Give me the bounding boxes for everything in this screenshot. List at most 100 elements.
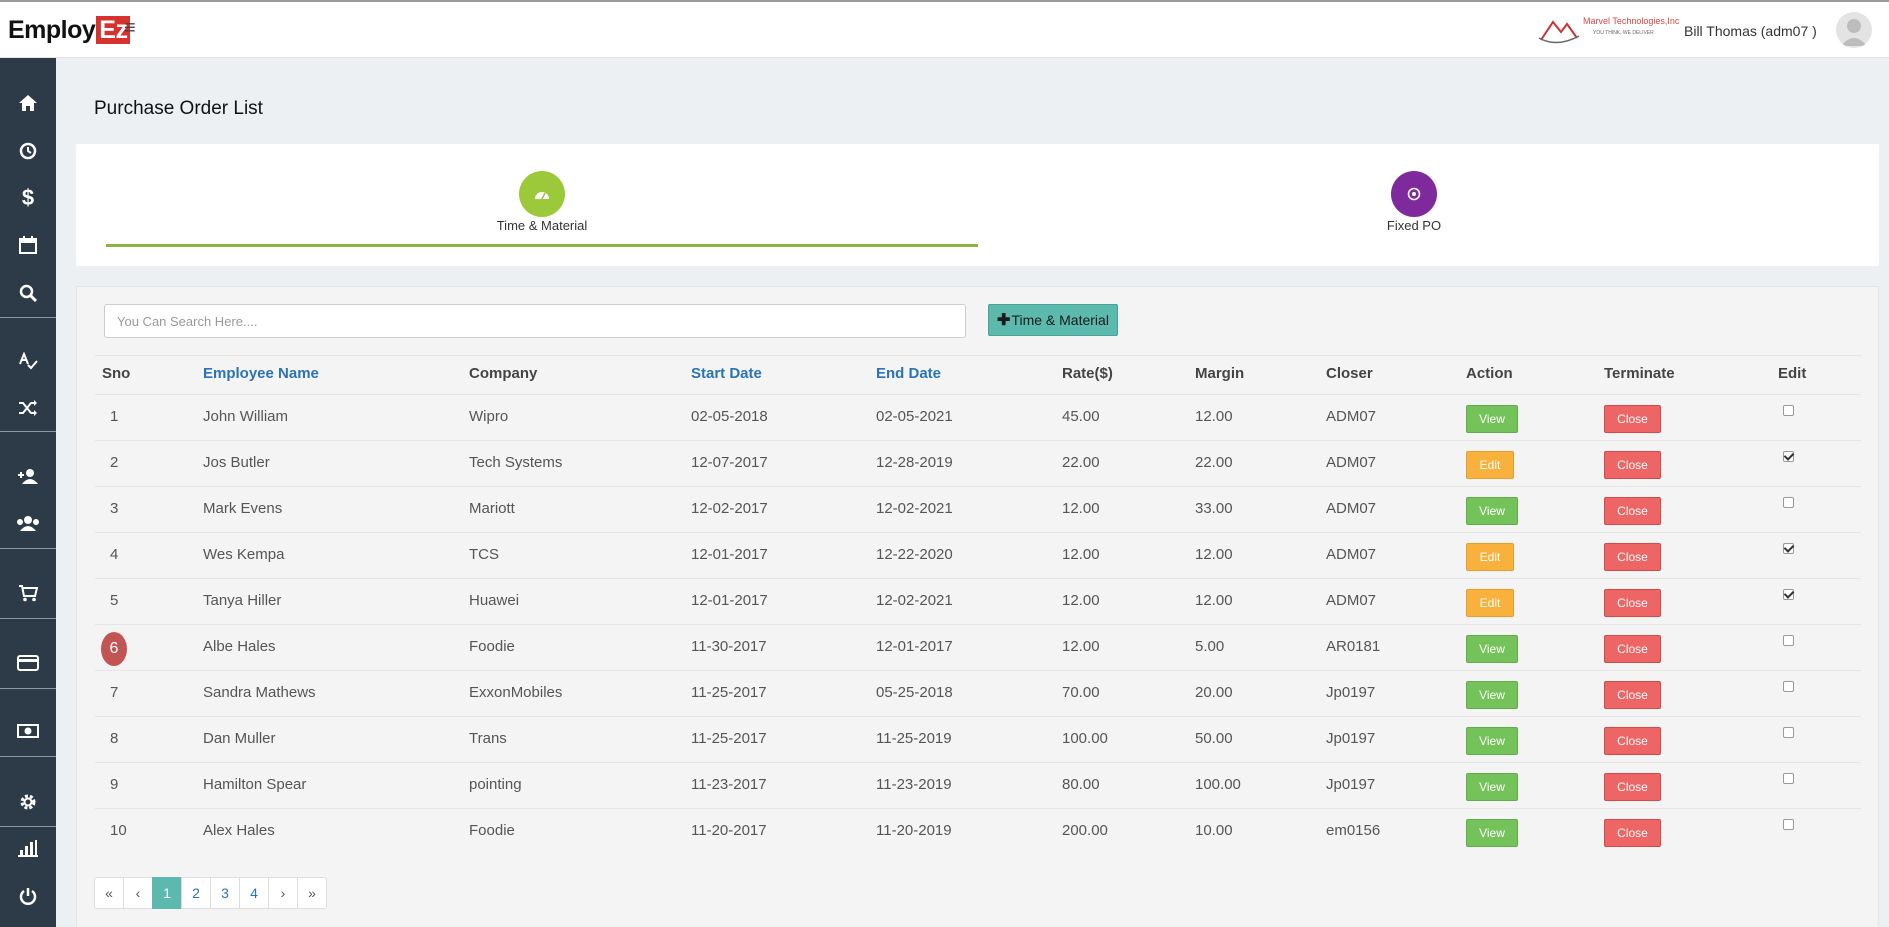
page-first-button[interactable]: « xyxy=(94,877,124,909)
end-date-cell: 11-20-2019 xyxy=(876,822,952,839)
sidebar-reports[interactable] xyxy=(0,828,56,868)
close-button[interactable]: Close xyxy=(1604,451,1661,479)
sidebar-divider xyxy=(0,618,56,619)
sidebar-payments[interactable] xyxy=(0,643,56,683)
sidebar-logout[interactable] xyxy=(0,876,56,916)
end-date-cell: 12-22-2020 xyxy=(876,546,953,563)
table-row: 2 Jos Butler Tech Systems 12-07-2017 12-28-2… xyxy=(95,440,1861,486)
edit-checkbox[interactable] xyxy=(1783,543,1794,554)
page-prev-button[interactable]: ‹ xyxy=(123,877,153,909)
sidebar-purchase-orders[interactable] xyxy=(0,573,56,613)
start-date-cell: 12-02-2017 xyxy=(691,500,768,517)
col-header-employee-name[interactable]: Employee Name xyxy=(203,365,319,382)
view-button[interactable]: View xyxy=(1466,635,1518,663)
col-header-end-date[interactable]: End Date xyxy=(876,365,942,382)
shuffle-icon xyxy=(19,400,37,416)
page-3-button[interactable]: 3 xyxy=(210,877,240,909)
edit-checkbox[interactable] xyxy=(1783,451,1794,462)
page-4-button[interactable]: 4 xyxy=(239,877,269,909)
search-input[interactable] xyxy=(104,304,966,338)
view-button[interactable]: View xyxy=(1466,681,1518,709)
employee-name-cell: Dan Muller xyxy=(203,730,276,747)
po-type-tabs: Time & Material Fixed PO xyxy=(76,144,1879,266)
edit-button[interactable]: Edit xyxy=(1466,543,1514,571)
calendar-icon xyxy=(19,236,37,254)
margin-cell: 5.00 xyxy=(1195,638,1225,655)
edit-checkbox[interactable] xyxy=(1783,819,1794,830)
edit-button[interactable]: Edit xyxy=(1466,589,1514,617)
end-date-cell: 12-02-2021 xyxy=(876,500,953,517)
app-logo[interactable]: Employ Ez xyxy=(8,16,131,45)
edit-button[interactable]: Edit xyxy=(1466,451,1514,479)
sidebar-money[interactable] xyxy=(0,711,56,751)
view-button[interactable]: View xyxy=(1466,497,1518,525)
start-date-cell: 12-01-2017 xyxy=(691,592,768,609)
rate-cell: 22.00 xyxy=(1062,454,1100,471)
sidebar-add-user[interactable] xyxy=(0,456,56,496)
cart-icon xyxy=(19,585,38,602)
sidebar-divider xyxy=(0,826,56,827)
avatar[interactable] xyxy=(1836,12,1872,48)
start-date-cell: 11-23-2017 xyxy=(691,776,767,793)
menu-toggle-icon[interactable]: ≡ xyxy=(124,17,136,39)
edit-checkbox[interactable] xyxy=(1783,773,1794,784)
employee-name-cell: Hamilton Spear xyxy=(203,776,307,793)
page-1-button[interactable]: 1 xyxy=(152,877,182,909)
rate-cell: 12.00 xyxy=(1062,500,1100,517)
view-button[interactable]: View xyxy=(1466,819,1518,847)
close-button[interactable]: Close xyxy=(1604,681,1661,709)
col-header-rate: Rate($) xyxy=(1062,365,1113,382)
col-header-edit: Edit xyxy=(1778,365,1807,382)
sno-cell: 1 xyxy=(110,408,119,425)
page-last-button[interactable]: » xyxy=(297,877,327,909)
edit-checkbox[interactable] xyxy=(1783,405,1794,416)
page-2-button[interactable]: 2 xyxy=(181,877,211,909)
tab-time-material[interactable]: Time & Material xyxy=(106,144,978,248)
close-button[interactable]: Close xyxy=(1604,543,1661,571)
sidebar-search[interactable] xyxy=(0,273,56,313)
user-name[interactable]: Bill Thomas (adm07 ) xyxy=(1684,23,1817,39)
edit-checkbox[interactable] xyxy=(1783,497,1794,508)
sidebar-timesheet[interactable] xyxy=(0,131,56,171)
active-tab-indicator xyxy=(106,244,978,247)
edit-checkbox[interactable] xyxy=(1783,589,1794,600)
view-button[interactable]: View xyxy=(1466,773,1518,801)
employee-name-cell: Sandra Mathews xyxy=(203,684,316,701)
close-button[interactable]: Close xyxy=(1604,773,1661,801)
sidebar-divider xyxy=(0,317,56,318)
close-button[interactable]: Close xyxy=(1604,819,1661,847)
start-date-cell: 11-30-2017 xyxy=(691,638,767,655)
edit-checkbox[interactable] xyxy=(1783,727,1794,738)
close-button[interactable]: Close xyxy=(1604,497,1661,525)
table-row: 4 Wes Kempa TCS 12-01-2017 12-22-2020 12.00 12… xyxy=(95,532,1861,578)
margin-cell: 20.00 xyxy=(1195,684,1233,701)
close-button[interactable]: Close xyxy=(1604,727,1661,755)
company-cell: Wipro xyxy=(469,408,509,425)
edit-checkbox[interactable] xyxy=(1783,635,1794,646)
view-button[interactable]: View xyxy=(1466,405,1518,433)
view-button[interactable]: View xyxy=(1466,727,1518,755)
table-row: 1 John William Wipro 02-05-2018 02-05-2021 45… xyxy=(95,394,1861,440)
sidebar-billing[interactable]: $ xyxy=(0,178,56,218)
close-button[interactable]: Close xyxy=(1604,589,1661,617)
edit-checkbox[interactable] xyxy=(1783,681,1794,692)
sidebar-shuffle[interactable] xyxy=(0,388,56,428)
sidebar-calendar[interactable] xyxy=(0,225,56,265)
start-date-cell: 11-25-2017 xyxy=(691,730,767,747)
col-header-start-date[interactable]: Start Date xyxy=(691,365,762,382)
employee-name-cell: Wes Kempa xyxy=(203,546,285,563)
close-button[interactable]: Close xyxy=(1604,635,1661,663)
tab-fixed-po[interactable]: Fixed PO xyxy=(978,144,1850,248)
company-cell: Foodie xyxy=(469,638,515,655)
sidebar-users[interactable] xyxy=(0,503,56,543)
sidebar-spellcheck[interactable] xyxy=(0,341,56,381)
tab-time-material-circle xyxy=(519,171,565,217)
end-date-cell: 11-23-2019 xyxy=(876,776,952,793)
company-cell: ExxonMobiles xyxy=(469,684,563,701)
table-row: 7 Sandra Mathews ExxonMobiles 11-25-2017 05-… xyxy=(95,670,1861,716)
sidebar-settings[interactable] xyxy=(0,782,56,822)
add-time-material-button[interactable]: ✚ Time & Material xyxy=(988,304,1118,336)
page-next-button[interactable]: › xyxy=(268,877,298,909)
sidebar-home[interactable] xyxy=(0,83,56,123)
close-button[interactable]: Close xyxy=(1604,405,1661,433)
